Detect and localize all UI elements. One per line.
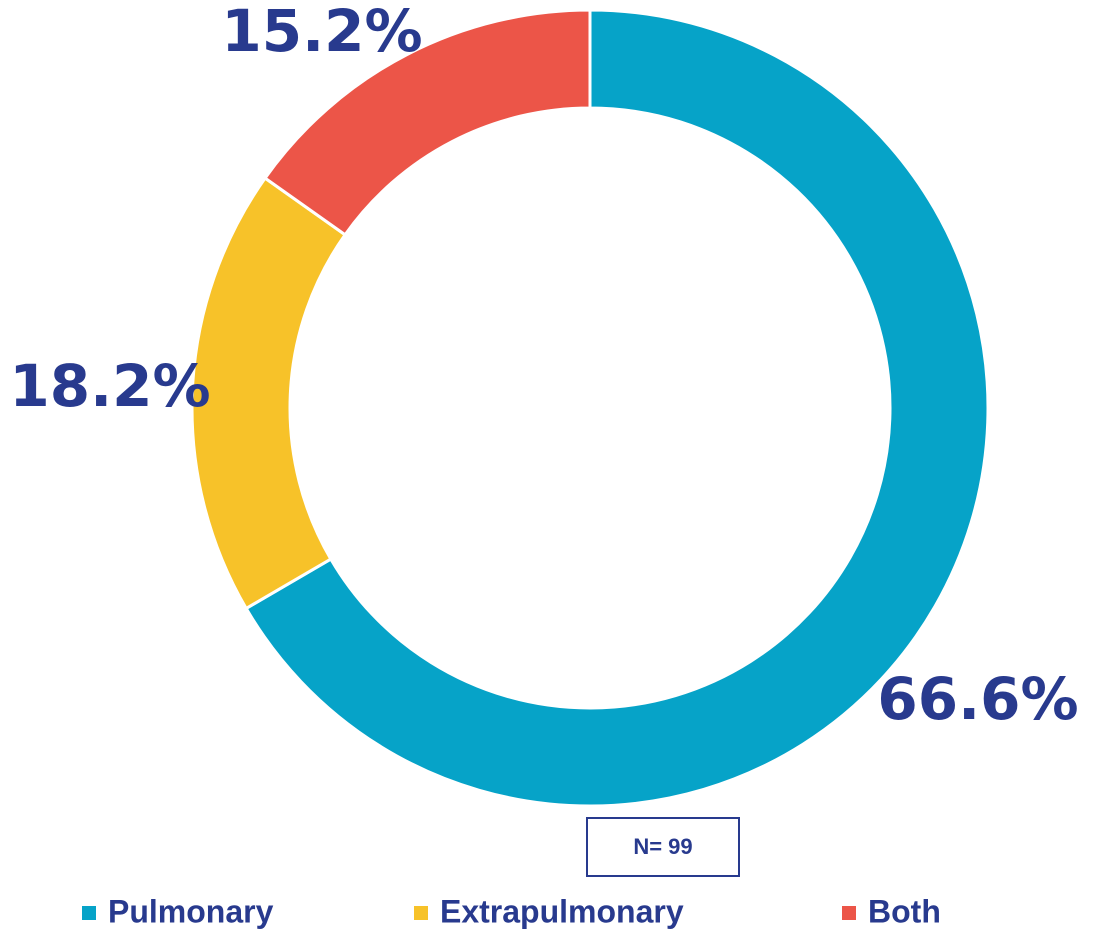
donut-segment	[244, 8, 990, 808]
annotation: N= 99	[633, 834, 692, 859]
legend-label: Extrapulmonary	[440, 893, 684, 929]
annotation-box	[586, 817, 740, 877]
legend-label: Pulmonary	[108, 893, 274, 929]
legend-swatch	[414, 906, 428, 920]
legend-swatch	[842, 906, 856, 920]
legend-swatch	[82, 906, 96, 920]
donut-segment	[190, 176, 348, 611]
data-label: 18.2%	[9, 352, 210, 420]
donut-segment	[263, 8, 592, 237]
data-label: 66.6%	[877, 665, 1078, 733]
legend-label: Both	[868, 893, 941, 929]
data-label: 15.2%	[221, 0, 422, 65]
